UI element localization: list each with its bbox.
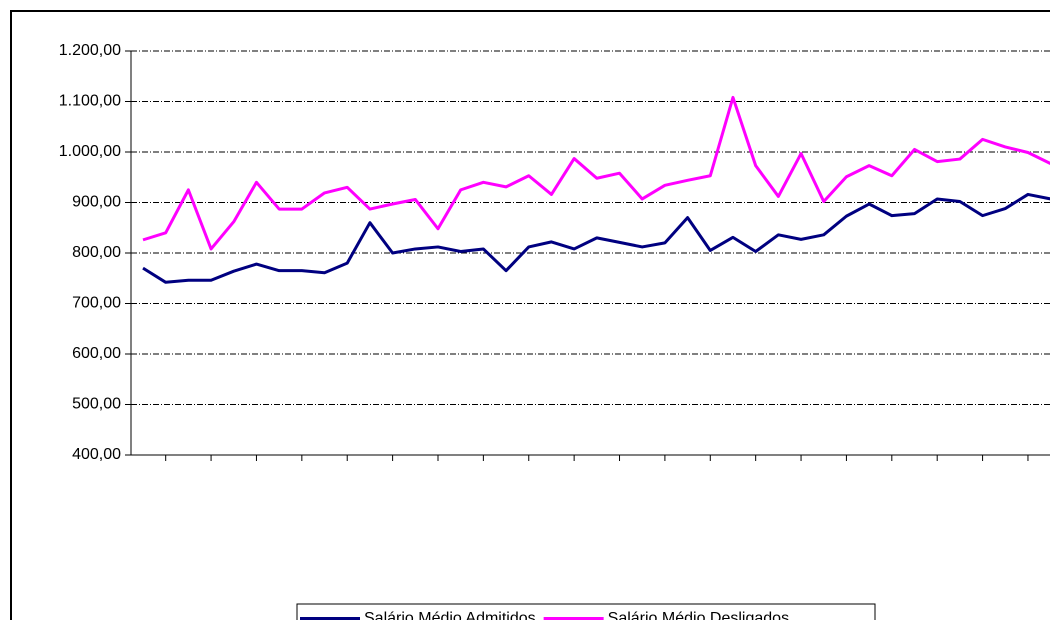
y-tick-label: 1.100,00	[59, 93, 121, 110]
series-line	[142, 192, 1050, 284]
y-tick-label: 600,00	[72, 345, 121, 362]
y-tick-label: 900,00	[72, 194, 121, 211]
legend-label: Salário Médio Desligados	[608, 610, 789, 620]
y-tick-label: 500,00	[72, 396, 121, 413]
y-tick-label: 800,00	[72, 244, 121, 261]
legend: Salário Médio Admitidos Salário Médio Des…	[296, 603, 876, 620]
series-line	[142, 95, 1050, 251]
legend-box	[296, 603, 876, 620]
chart-border	[10, 10, 1050, 620]
legend-label: Salário Médio Admitidos	[364, 610, 536, 620]
y-tick-label: 1.200,00	[59, 42, 121, 59]
y-tick-label: 1.000,00	[59, 143, 121, 160]
y-tick-label: 400,00	[72, 446, 121, 463]
y-tick-label: 700,00	[72, 295, 121, 312]
